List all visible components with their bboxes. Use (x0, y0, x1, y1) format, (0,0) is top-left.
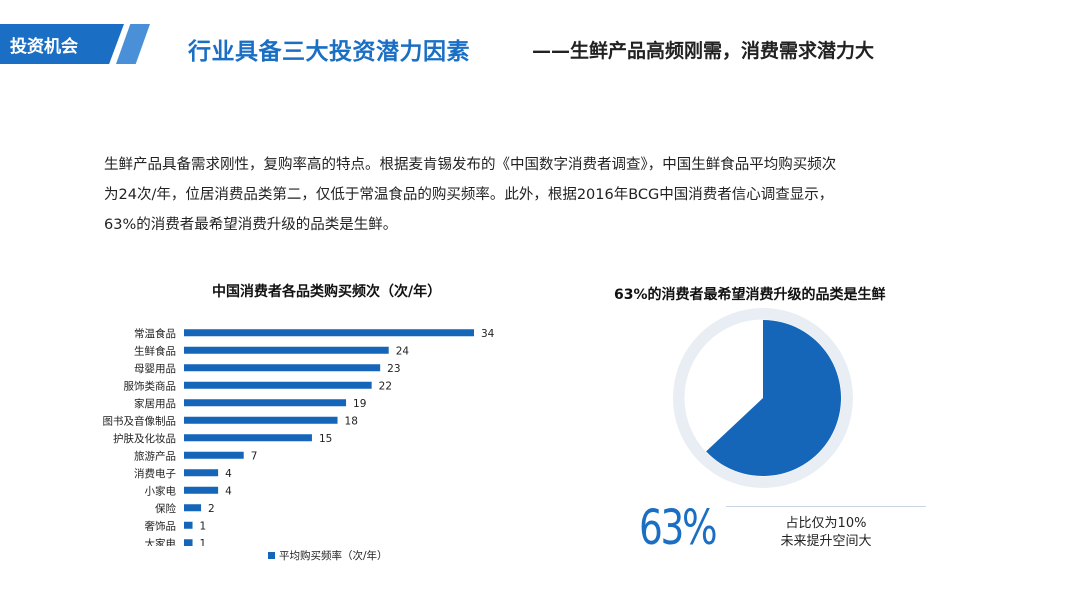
intro-line: 生鲜产品具备需求刚性，复购率高的特点。根据麦肯锡发布的《中国数字消费者调查》，中… (104, 157, 837, 173)
category-label: 母婴用品 (134, 363, 176, 375)
intro-paragraph: 生鲜产品具备需求刚性，复购率高的特点。根据麦肯锡发布的《中国数字消费者调查》，中… (104, 150, 924, 240)
highlight-percentage: 63% (639, 500, 718, 556)
bar (184, 521, 193, 529)
data-label: 1 (200, 538, 207, 546)
bar (184, 486, 219, 494)
category-label: 旅游产品 (134, 449, 176, 462)
data-label: 34 (481, 328, 495, 340)
category-label: 小家电 (145, 484, 177, 497)
data-label: 22 (379, 380, 392, 392)
data-label: 2 (208, 503, 215, 515)
category-label: 常温食品 (134, 327, 176, 340)
category-label: 保险 (155, 502, 176, 515)
category-label: 家居用品 (134, 397, 176, 410)
bar (184, 504, 202, 512)
bar (184, 364, 381, 372)
bar (184, 399, 347, 407)
intro-line: 为24次/年，位居消费品类第二，仅低于常温食品的购买频率。此外，根据2016年B… (104, 187, 834, 203)
section-tag-label: 投资机会 (10, 36, 78, 57)
bar (184, 416, 338, 424)
data-label: 4 (225, 468, 232, 480)
pie-slice (706, 320, 841, 476)
data-label: 15 (319, 433, 332, 445)
bar-chart-legend: 平均购买频率（次/年） (268, 548, 388, 563)
legend-label: 平均购买频率（次/年） (279, 550, 388, 562)
data-label: 19 (353, 398, 366, 410)
category-label: 消费电子 (134, 467, 176, 480)
category-label: 服饰类商品 (124, 379, 177, 392)
data-label: 23 (387, 363, 400, 375)
data-label: 24 (396, 345, 410, 357)
category-label: 护肤及化妆品 (113, 432, 176, 445)
category-label: 奢饰品 (145, 519, 177, 532)
pie-note-line: 占比仅为10% (785, 516, 867, 531)
bar (184, 381, 372, 389)
pie-chart-title: 63%的消费者最希望消费升级的品类是生鲜 (614, 287, 886, 303)
intro-line: 63%的消费者最希望消费升级的品类是生鲜。 (104, 217, 398, 233)
note-divider (726, 506, 926, 507)
data-label: 1 (200, 520, 207, 532)
bar-chart-title: 中国消费者各品类购买频次（次/年） (212, 284, 442, 300)
category-label: 生鲜食品 (134, 344, 176, 357)
bar (184, 451, 244, 459)
pie-chart (673, 308, 853, 488)
page-title: 行业具备三大投资潜力因素 (188, 39, 470, 65)
data-label: 18 (345, 415, 358, 427)
bar (184, 434, 312, 442)
bar (184, 329, 474, 337)
bar (184, 346, 389, 354)
category-label: 大家电 (145, 537, 177, 546)
legend-swatch (268, 552, 275, 559)
data-label: 4 (225, 485, 232, 497)
bar (184, 539, 193, 546)
bar (184, 469, 219, 477)
pie-note-line: 未来提升空间大 (780, 534, 872, 549)
data-label: 7 (251, 450, 258, 462)
category-label: 图书及音像制品 (103, 414, 177, 427)
section-tag: 投资机会 (0, 24, 124, 64)
page-subtitle: ——生鲜产品高频刚需，消费需求潜力大 (532, 40, 875, 62)
